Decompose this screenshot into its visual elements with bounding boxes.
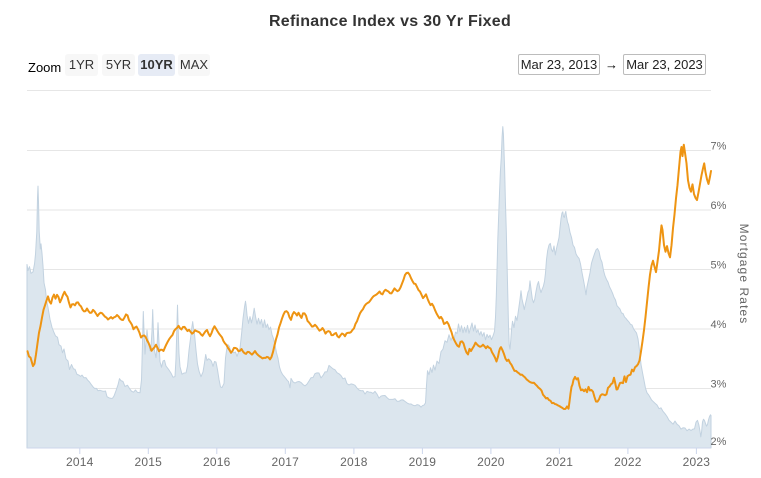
svg-text:2019: 2019 [409,455,437,469]
svg-text:2016: 2016 [203,455,231,469]
svg-text:3%: 3% [711,379,727,391]
svg-text:2017: 2017 [272,455,300,469]
svg-text:5%: 5% [711,260,727,272]
svg-text:2023: 2023 [683,455,711,469]
svg-text:7%: 7% [711,141,727,153]
svg-text:2018: 2018 [340,455,368,469]
svg-text:2022: 2022 [614,455,642,469]
svg-text:2%: 2% [711,436,727,448]
svg-text:4%: 4% [711,319,727,331]
svg-text:2015: 2015 [135,455,163,469]
svg-text:6%: 6% [711,200,727,212]
svg-text:2021: 2021 [546,455,574,469]
svg-text:Mortgage Rates: Mortgage Rates [737,224,751,325]
svg-text:2014: 2014 [66,455,94,469]
svg-text:2020: 2020 [477,455,505,469]
